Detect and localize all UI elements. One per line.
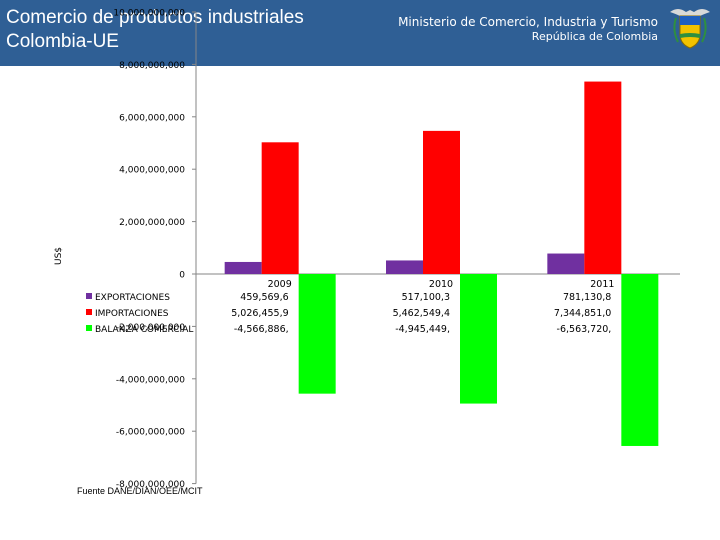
data-label: -6,563,720, [557,324,612,335]
title-line-2: Colombia-UE [6,31,119,52]
y-tick-label: 10,000,000,000 [113,9,185,19]
bar-balanza-comercial-2010 [460,274,497,404]
legend-swatch [86,325,92,331]
legend-label: IMPORTACIONES [95,309,169,319]
x-tick-label: 2009 [268,279,292,290]
y-tick-label: -2,000,000,000 [116,323,185,333]
ministry-name: Ministerio de Comercio, Industria y Turi… [398,15,658,29]
bar-importaciones-2010 [423,130,460,274]
data-label: 517,100,3 [402,292,450,303]
data-label: -4,945,449, [395,324,450,335]
legend-label: BALANZA COMERCIAL [95,325,193,335]
y-tick-label: 8,000,000,000 [119,61,185,71]
data-label: 5,462,549,4 [393,308,450,319]
legend-swatch [86,293,92,299]
legend-swatch [86,309,92,315]
data-label: 459,569,6 [240,292,288,303]
legend-label: EXPORTACIONES [95,293,170,303]
data-label: 7,344,851,0 [554,308,611,319]
data-label: 5,026,455,9 [231,308,288,319]
data-label: 781,130,8 [563,292,611,303]
y-tick-label: -8,000,000,000 [116,480,185,490]
y-tick-label: 6,000,000,000 [119,113,185,123]
title-line-1: Comercio de productos industriales [6,7,304,28]
y-tick-label: 0 [179,271,185,281]
source-note: Fuente DANE/DIAN/OEE/MCIT [77,486,203,496]
bar-exportaciones-2010 [386,260,423,274]
y-tick-label: -4,000,000,000 [116,375,185,385]
y-tick-label: 4,000,000,000 [119,166,185,176]
bar-exportaciones-2009 [224,261,262,274]
x-tick-label: 2010 [429,279,453,290]
bar-importaciones-2011 [584,81,622,274]
x-tick-label: 2011 [590,279,614,290]
header-bar [0,0,720,66]
bar-importaciones-2009 [261,142,299,274]
page-title: Comercio de productos industriales Colom… [6,6,304,54]
ministry-block: Ministerio de Comercio, Industria y Turi… [398,14,658,44]
colombia-coat-of-arms-icon [670,9,710,49]
y-tick-label: 2,000,000,000 [119,218,185,228]
country-name: República de Colombia [531,30,658,43]
y-axis-title: US$ [54,247,64,265]
bar-balanza-comercial-2011 [621,274,659,446]
bar-balanza-comercial-2009 [298,274,336,394]
bar-exportaciones-2011 [547,253,585,274]
data-label: -4,566,886, [234,324,289,335]
y-tick-label: -6,000,000,000 [116,428,185,438]
